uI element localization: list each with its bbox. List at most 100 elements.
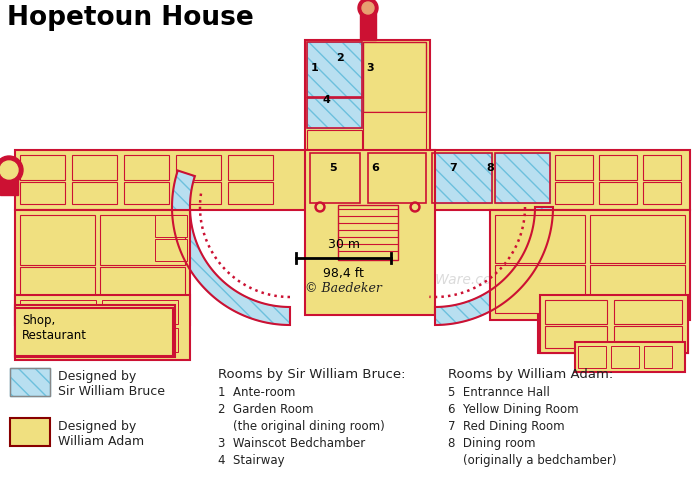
Bar [20, 267, 95, 319]
Bar [228, 155, 273, 180]
Bar [495, 215, 585, 263]
Text: Rooms by William Adam:: Rooms by William Adam: [448, 368, 613, 381]
Text: 3: 3 [366, 63, 374, 73]
Bar [15, 210, 190, 325]
Bar [20, 155, 65, 180]
Bar [72, 182, 117, 204]
Bar [599, 155, 637, 180]
Circle shape [412, 205, 417, 210]
Bar [368, 153, 426, 203]
Bar [495, 265, 585, 313]
Bar [3, 184, 17, 194]
Text: Designed by
Sir William Bruce: Designed by Sir William Bruce [58, 370, 165, 398]
Circle shape [358, 0, 378, 18]
Circle shape [362, 2, 374, 14]
Bar [545, 326, 607, 348]
Bar [10, 418, 50, 446]
Text: 7: 7 [449, 163, 457, 173]
Bar [590, 265, 685, 313]
Bar [495, 153, 550, 203]
Bar [599, 182, 637, 204]
Bar [10, 368, 50, 396]
Bar [20, 328, 96, 352]
Bar [555, 182, 593, 204]
Text: 2: 2 [336, 53, 344, 63]
Text: © Baedeker: © Baedeker [305, 282, 382, 295]
Text: 3  Wainscot Bedchamber: 3 Wainscot Bedchamber [218, 437, 365, 450]
Bar [325, 170, 339, 180]
Bar [100, 215, 185, 265]
Bar [611, 346, 639, 368]
Bar [307, 98, 362, 128]
Text: 4: 4 [322, 95, 330, 105]
Text: Hopetoun House: Hopetoun House [7, 5, 253, 31]
Bar [363, 42, 426, 112]
Bar [15, 150, 308, 210]
Text: (the original dining room): (the original dining room) [218, 420, 385, 433]
Bar [68, 310, 110, 331]
Bar [545, 300, 607, 324]
Text: Shop,
Restaurant: Shop, Restaurant [22, 314, 87, 342]
Bar [643, 155, 681, 180]
Polygon shape [172, 170, 290, 325]
Text: 5: 5 [329, 163, 337, 173]
Bar [540, 295, 688, 353]
Bar [20, 300, 96, 324]
Bar [20, 310, 62, 331]
Bar [124, 182, 169, 204]
Text: 5  Entrannce Hall: 5 Entrannce Hall [448, 386, 550, 399]
Text: 6  Yellow Dining Room: 6 Yellow Dining Room [448, 403, 579, 416]
Bar [228, 182, 273, 204]
Text: 1  Ante-room: 1 Ante-room [218, 386, 295, 399]
Bar [68, 333, 110, 353]
Bar [102, 300, 178, 324]
Text: Designed by
William Adam: Designed by William Adam [58, 420, 144, 448]
Bar [10, 368, 50, 396]
Text: 2  Garden Room: 2 Garden Room [218, 403, 314, 416]
Text: (originally a bedchamber): (originally a bedchamber) [448, 454, 617, 467]
Bar [590, 215, 685, 263]
Polygon shape [435, 207, 553, 325]
Bar [363, 112, 426, 167]
Bar [578, 346, 606, 368]
Bar [155, 215, 187, 237]
Bar [495, 153, 550, 203]
Bar [307, 98, 362, 128]
Bar [305, 150, 435, 315]
Bar [116, 333, 158, 353]
Bar [155, 239, 187, 261]
Circle shape [315, 202, 325, 212]
Bar [307, 42, 362, 97]
Bar [176, 182, 221, 204]
Bar [614, 300, 682, 324]
Circle shape [410, 202, 420, 212]
Text: 6: 6 [371, 163, 379, 173]
Bar [338, 205, 398, 260]
Bar [310, 153, 360, 203]
Bar [538, 315, 688, 353]
Bar [644, 346, 672, 368]
Bar [20, 333, 62, 353]
Bar [395, 170, 409, 180]
Bar [116, 310, 158, 331]
Bar [305, 40, 430, 170]
Bar [124, 155, 169, 180]
Bar [555, 155, 593, 180]
Text: 1: 1 [311, 63, 319, 73]
Bar [100, 267, 185, 319]
Bar [307, 42, 362, 97]
Text: 4  Stairway: 4 Stairway [218, 454, 285, 467]
Text: 8  Dining room: 8 Dining room [448, 437, 536, 450]
Bar [15, 308, 173, 356]
Bar [608, 320, 682, 348]
Bar [102, 328, 178, 352]
Bar [310, 153, 360, 203]
Bar [176, 155, 221, 180]
Circle shape [0, 161, 18, 179]
Bar [490, 210, 690, 320]
Bar [643, 182, 681, 204]
Text: www.PlanetWare.com: www.PlanetWare.com [355, 273, 505, 287]
Circle shape [318, 205, 323, 210]
Bar [432, 153, 492, 203]
Text: Rooms by Sir William Bruce:: Rooms by Sir William Bruce: [218, 368, 405, 381]
